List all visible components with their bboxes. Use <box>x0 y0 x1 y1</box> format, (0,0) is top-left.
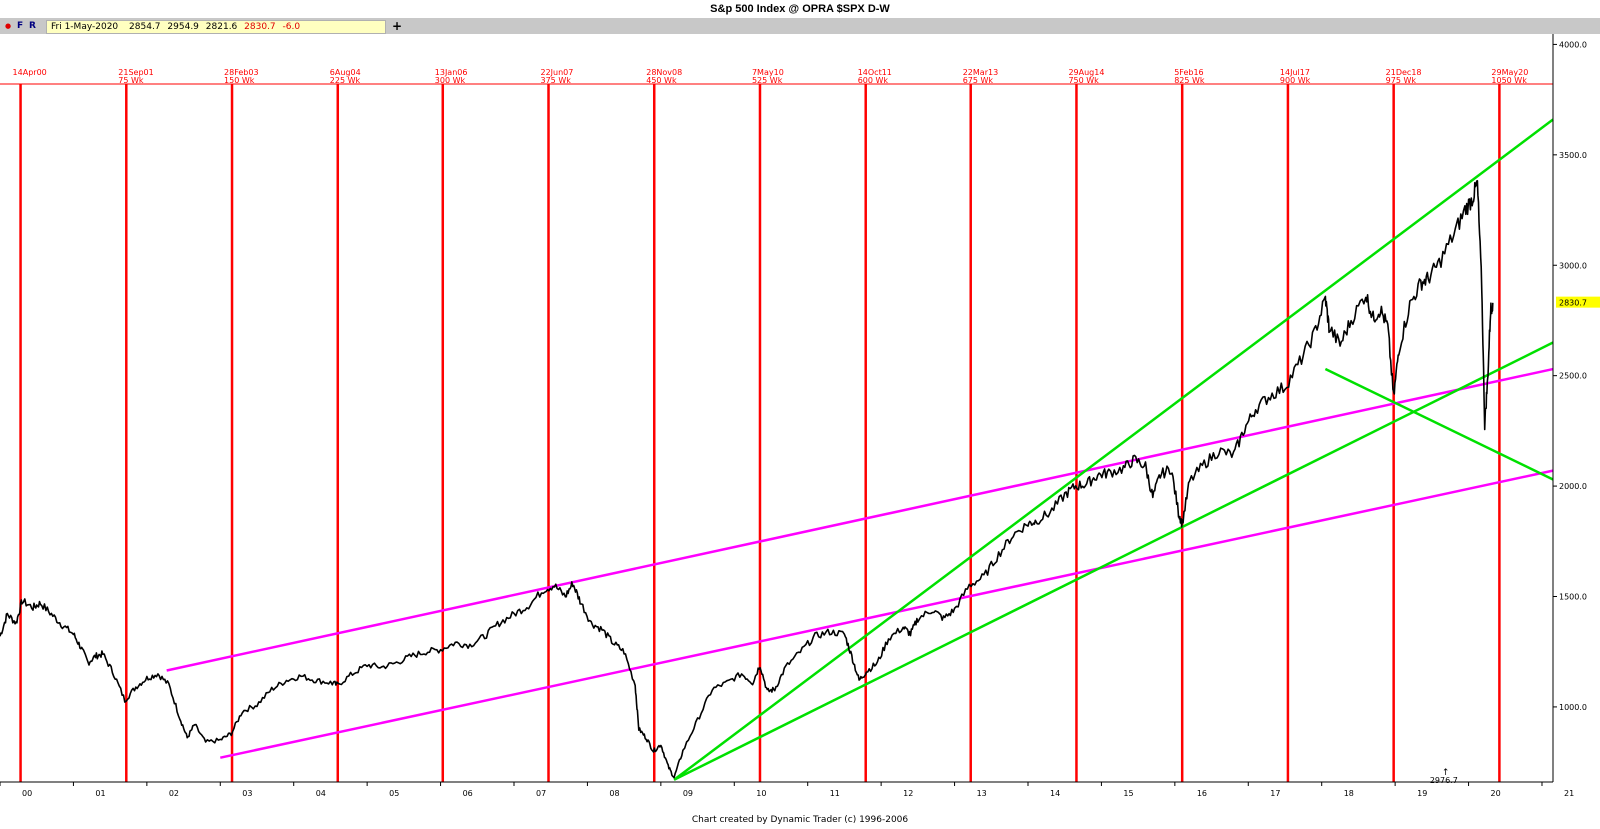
x-tick-label: 00 <box>22 789 32 798</box>
x-tick-label: 15 <box>1123 789 1133 798</box>
x-tick-label: 12 <box>903 789 913 798</box>
cycle-date-label: 22Jun07 <box>541 68 574 77</box>
trendlines-layer <box>166 118 1554 781</box>
cycle-weeks-label: 675 Wk <box>963 76 994 85</box>
cycle-date-label: 14Oct11 <box>858 68 892 77</box>
y-tick-label: 1000.0 <box>1559 703 1587 712</box>
x-tick-label: 21 <box>1564 789 1574 798</box>
quote-low: 2821.6 <box>205 22 238 32</box>
status-dot-icon: ● <box>5 22 12 30</box>
x-tick-label: 02 <box>169 789 179 798</box>
cycle-weeks-label: 750 Wk <box>1068 76 1099 85</box>
y-tick-label: 4000.0 <box>1559 40 1587 49</box>
x-tick-label: 19 <box>1417 789 1427 798</box>
cycle-weeks-label: 75 Wk <box>118 76 144 85</box>
add-plus-icon[interactable]: + <box>392 19 403 33</box>
axes-layer: 1000.0 1500.0 2000.0 2500.0 3000.0 3500.0 4000… <box>0 34 1600 798</box>
cycle-date-label: 28Nov08 <box>646 68 682 77</box>
cycle-date-label: 21Dec18 <box>1386 68 1422 77</box>
green-trendline <box>1324 367 1554 481</box>
x-tick-label: 20 <box>1491 789 1501 798</box>
cycle-date-label: 6Aug04 <box>330 68 361 77</box>
quote-close: 2830.7 <box>244 22 276 32</box>
cycle-weeks-label: 225 Wk <box>330 76 361 85</box>
green-trendline <box>673 341 1554 781</box>
x-tick-label: 07 <box>536 789 546 798</box>
x-tick-label: 06 <box>463 789 473 798</box>
y-tick-label: 2500.0 <box>1559 372 1587 381</box>
cycle-date-label: 13Jan06 <box>435 68 468 77</box>
cycle-date-label: 29Aug14 <box>1068 68 1104 77</box>
price-series-layer <box>0 180 1494 779</box>
x-tick-label: 09 <box>683 789 693 798</box>
quote-high: 2954.9 <box>167 22 199 32</box>
magenta-channel-line <box>166 367 1554 672</box>
cycle-weeks-label: 525 Wk <box>752 76 783 85</box>
cycle-date-label: 29May20 <box>1491 68 1528 77</box>
x-tick-label: 17 <box>1270 789 1280 798</box>
cycle-weeks-label: 900 Wk <box>1280 76 1311 85</box>
cycle-date-label: 14Jul17 <box>1280 68 1310 77</box>
cycle-weeks-label: 975 Wk <box>1386 76 1417 85</box>
cycle-weeks-label: 375 Wk <box>541 76 572 85</box>
cycle-date-label: 5Feb16 <box>1174 68 1203 77</box>
price-line <box>0 180 1494 779</box>
x-tick-label: 03 <box>242 789 252 798</box>
r-button[interactable]: R <box>29 21 36 31</box>
x-tick-label: 11 <box>830 789 840 798</box>
x-tick-label: 13 <box>977 789 987 798</box>
x-tick-label: 04 <box>316 789 326 798</box>
cycle-weeks-label: 150 Wk <box>224 76 255 85</box>
x-tick-label: 05 <box>389 789 399 798</box>
green-trendline <box>673 118 1554 781</box>
y-tick-label: 2000.0 <box>1559 482 1587 491</box>
y-tick-label: 3000.0 <box>1559 261 1587 270</box>
quote-change: -6.0 <box>282 22 301 32</box>
last-price-tag <box>1556 296 1600 308</box>
cycle-weeks-label: 300 Wk <box>435 76 466 85</box>
x-tick-label: 18 <box>1344 789 1354 798</box>
quote-open: 2854.7 <box>129 22 161 32</box>
x-tick-label: 16 <box>1197 789 1207 798</box>
cursor-readout-label: 2976.7 <box>1430 776 1458 785</box>
x-tick-label: 08 <box>609 789 619 798</box>
quote-toolbar: ● F R Fri 1-May-2020 2854.7 2954.9 2821.… <box>0 19 1600 34</box>
cycle-weeks-label: 450 Wk <box>646 76 677 85</box>
cycle-weeks-label: 825 Wk <box>1174 76 1205 85</box>
x-tick-label: 10 <box>756 789 766 798</box>
cycle-weeks-label: 600 Wk <box>858 76 889 85</box>
cycle-date-label: 14Apr00 <box>13 68 47 77</box>
y-tick-label: 1500.0 <box>1559 593 1587 602</box>
y-tick-label: 3500.0 <box>1559 151 1587 160</box>
last-price-label: 2830.7 <box>1559 299 1587 308</box>
chart-window-title: S&p 500 Index @ OPRA $SPX D-W <box>0 0 1600 19</box>
x-tick-label: 14 <box>1050 789 1060 798</box>
x-tick-label: 01 <box>95 789 105 798</box>
cycle-date-label: 22Mar13 <box>963 68 998 77</box>
cycle-date-label: 21Sep01 <box>118 68 153 77</box>
f-button[interactable]: F <box>17 21 24 31</box>
cycle-date-label: 28Feb03 <box>224 68 259 77</box>
cycle-date-label: 7May10 <box>752 68 784 77</box>
quote-date: Fri 1-May-2020 <box>51 22 119 32</box>
quote-readout: Fri 1-May-2020 2854.7 2954.9 2821.6 2830… <box>46 20 386 34</box>
chart-credit: Chart created by Dynamic Trader (c) 1996… <box>691 815 909 825</box>
cycle-weeks-label: 1050 Wk <box>1491 76 1527 85</box>
magenta-channel-line <box>220 469 1554 759</box>
cursor-arrow-icon: ↑ <box>1442 768 1450 778</box>
